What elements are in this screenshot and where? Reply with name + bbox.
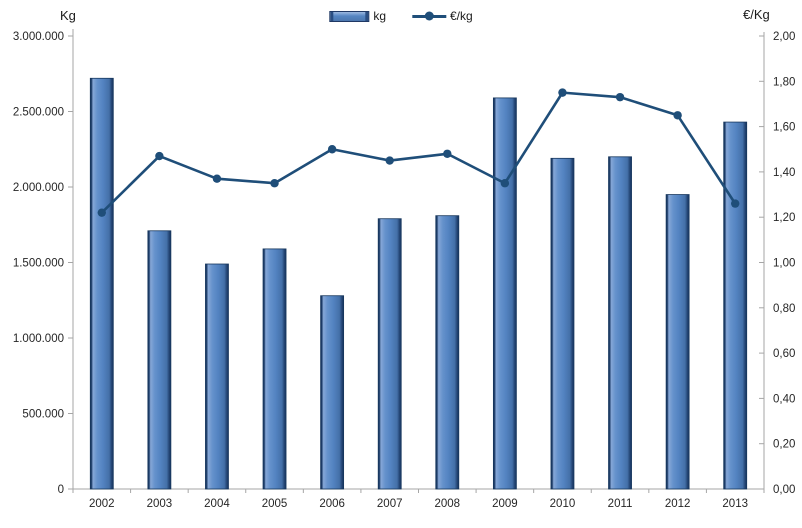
eur-per-kg-line [100, 91, 737, 214]
y-axis-right-label: 0,20 [773, 439, 795, 451]
y-axis-left-label: 500.000 [22, 409, 64, 421]
y-axis-right-label: 1,80 [773, 76, 795, 88]
y-axis-right-label: 0,40 [773, 393, 795, 405]
line-marker-icon [424, 11, 434, 21]
bar-2008 [435, 215, 460, 490]
y-axis-left-label: 3.000.000 [13, 31, 64, 43]
line-point-2013 [731, 199, 740, 208]
y-axis-right-label: 1,60 [773, 122, 795, 134]
y-axis-right-label: 0,80 [773, 303, 795, 315]
x-axis-label-2006: 2006 [319, 498, 345, 510]
x-axis-label-2009: 2009 [492, 498, 518, 510]
legend-label-eur-kg: €/kg [450, 9, 473, 23]
left-axis-title: Kg [60, 8, 76, 23]
line-point-2006 [327, 145, 337, 154]
line-point-2012 [673, 111, 682, 120]
bar-2002 [89, 77, 114, 490]
x-axis-label-2004: 2004 [204, 498, 230, 510]
x-axis-label-2008: 2008 [434, 498, 460, 510]
line-point-2010 [558, 88, 567, 97]
bar-series-swatch-icon [329, 10, 370, 22]
x-axis-label-2013: 2013 [722, 498, 748, 510]
y-axis-right-label: 1,40 [773, 167, 795, 179]
bar-2006 [320, 295, 345, 490]
x-axis-label-2003: 2003 [147, 498, 173, 510]
bar-2010 [550, 157, 575, 490]
right-axis-title: €/Kg [743, 7, 770, 22]
bar-2003 [147, 230, 172, 490]
line-point-2003 [155, 151, 164, 161]
line-point-2008 [443, 149, 452, 158]
line-point-2007 [385, 156, 394, 165]
y-axis-right-label: 1,20 [773, 212, 795, 224]
legend: kg €/kg [329, 9, 473, 23]
line-point-2011 [615, 92, 625, 102]
line-series-swatch-icon [412, 11, 446, 21]
y-axis-right-label: 0,60 [773, 348, 795, 360]
x-axis-label-2007: 2007 [377, 498, 403, 510]
x-axis-label-2012: 2012 [665, 498, 691, 510]
x-axis-label-2005: 2005 [262, 498, 288, 510]
bar-2013 [723, 121, 748, 490]
y-axis-left-label: 2.500.000 [13, 107, 64, 119]
line-point-2004 [212, 174, 222, 183]
bar-2004 [205, 263, 229, 490]
line-point-2009 [500, 179, 510, 188]
y-axis-right-label: 0,00 [773, 484, 795, 496]
bar-2009 [492, 97, 517, 490]
bar-2011 [608, 156, 632, 490]
bar-2007 [377, 218, 402, 490]
x-axis-label-2002: 2002 [89, 498, 115, 510]
y-axis-left-label: 1.000.000 [13, 333, 64, 345]
legend-item-eur-kg: €/kg [412, 9, 473, 23]
legend-item-kg: kg [329, 9, 386, 23]
line-point-2002 [97, 208, 106, 217]
legend-label-kg: kg [373, 9, 386, 23]
y-axis-right-label: 1,00 [773, 258, 795, 270]
y-axis-left-label: 0 [58, 484, 64, 496]
bar-2005 [262, 248, 287, 490]
y-axis-left-label: 2.000.000 [13, 182, 64, 194]
x-axis-label-2011: 2011 [608, 498, 633, 510]
x-axis-label-2010: 2010 [550, 498, 576, 510]
bar-2012 [665, 194, 690, 490]
y-axis-right-label: 2,00 [773, 31, 795, 43]
y-axis-left-label: 1.500.000 [13, 258, 64, 270]
line-point-2005 [270, 179, 279, 188]
